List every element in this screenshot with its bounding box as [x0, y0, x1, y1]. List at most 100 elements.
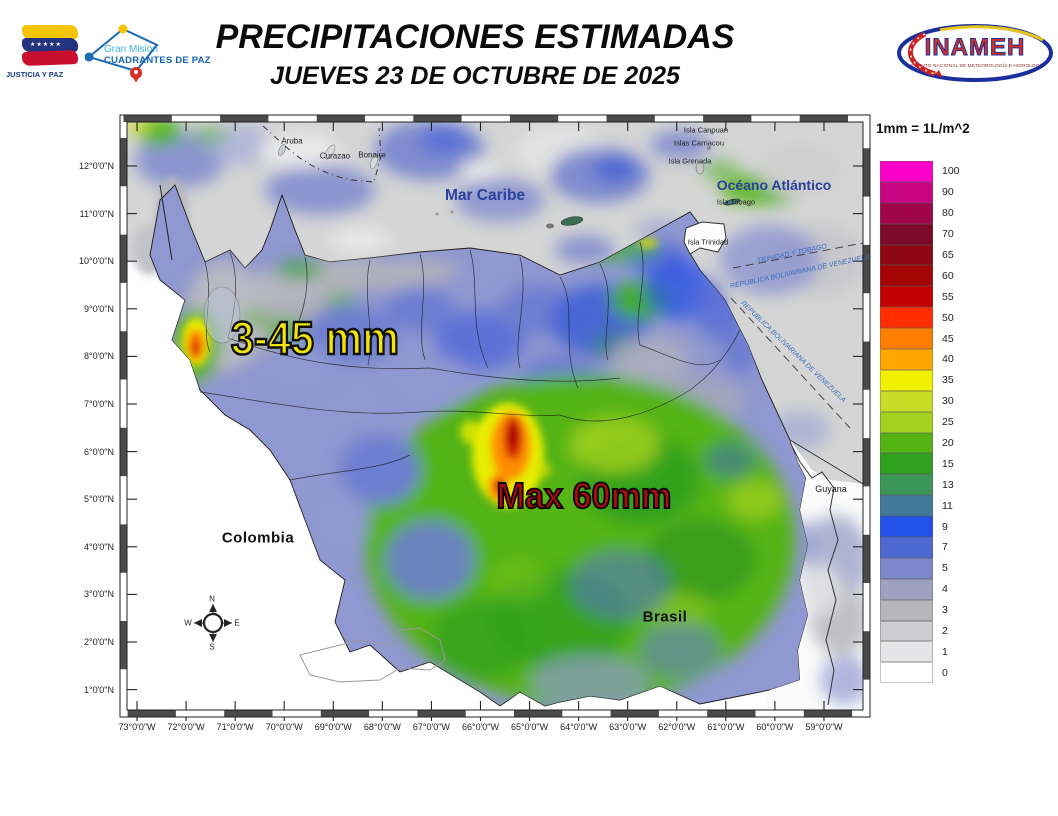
- guyana-precip-blobs: [785, 515, 863, 705]
- lake-maracaibo: [203, 286, 241, 344]
- atlantic-maritime-boundary: [730, 297, 851, 429]
- inameh-name: INAMEH: [924, 34, 1026, 62]
- legend-scale: 100 90 80 70 65 60 55 50 45 40 35 30 25 20 15 13 11 9 7 5 4 3…: [880, 161, 960, 684]
- lat-tick-label: 11°0'0"N: [79, 208, 114, 219]
- canouan-island: [710, 131, 714, 135]
- compass-w: W: [184, 618, 192, 628]
- legend-row: 50: [880, 307, 960, 329]
- legend-row: 65: [880, 244, 960, 266]
- lat-tick-label: 6°0'0"N: [83, 446, 114, 457]
- curacao-island: [324, 144, 336, 160]
- legend-row: 60: [880, 265, 960, 287]
- lat-tick-label: 7°0'0"N: [83, 399, 114, 409]
- lon-tick-label: 64°0'0"W: [560, 722, 598, 732]
- cuadrantes-diamond: [85, 24, 159, 82]
- trinidad-maritime-boundary: [732, 242, 863, 269]
- lon-tick-label: 65°0'0"W: [511, 722, 549, 732]
- legend-value: 90: [942, 186, 954, 199]
- aruba-label: Aruba: [281, 136, 303, 146]
- legend-swatch: [880, 495, 933, 517]
- legend-swatch: [880, 537, 933, 558]
- legend-row: 4: [880, 578, 960, 600]
- legend: 1mm = 1L/m^2 100 90 80 70 65 60 55 50 45 40 35 30 25…: [876, 121, 970, 684]
- legend-value: 2: [942, 625, 948, 638]
- lon-tick-label: 72°0'0"W: [167, 722, 205, 732]
- lat-tick-label: 4°0'0"N: [83, 541, 114, 552]
- page-subtitle: JUEVES 23 DE OCTUBRE DE 2025: [270, 62, 680, 90]
- legend-value: 7: [942, 541, 948, 554]
- flag-yellow-stripe: [22, 25, 78, 39]
- venezuela-flag-logo: ★★★★★: [22, 25, 78, 67]
- graticule-ticks: [127, 122, 863, 721]
- legend-swatch: [880, 286, 933, 308]
- islas-carriacou-label: Islas Carriacou: [673, 138, 725, 148]
- legend-value: 13: [942, 478, 954, 491]
- isla-canouan-label: Isla Canouan: [683, 125, 729, 135]
- legend-value: 50: [942, 311, 954, 324]
- legend-swatch: [880, 578, 933, 600]
- lat-tick-label: 9°0'0"N: [83, 303, 114, 314]
- legend-swatch: [880, 474, 933, 496]
- inameh-logo-rings: [897, 24, 1053, 82]
- legend-row: 2: [880, 620, 960, 642]
- legend-value: 25: [942, 416, 954, 429]
- legend-swatch: [880, 516, 933, 538]
- lon-tick-label: 60°0'0"W: [756, 722, 794, 732]
- land-precip-blobs: [150, 238, 795, 705]
- trinidad-island: [683, 221, 727, 255]
- inameh-subtitle: INSTITUTO NACIONAL DE METEOROLOGÍA E HID…: [905, 63, 1045, 68]
- isla-trinidad-label: Isla Trinidad: [687, 237, 729, 247]
- legend-value: 11: [942, 499, 953, 512]
- isla-tobago-label: Isla Tobago: [716, 197, 756, 207]
- lon-tick-label: 66°0'0"W: [461, 722, 499, 732]
- legend-value: 30: [942, 395, 954, 408]
- legend-swatch: [880, 641, 933, 663]
- grenada-island: [695, 161, 705, 175]
- page-title: PRECIPITACIONES ESTIMADAS: [215, 18, 735, 56]
- legend-value: 1: [942, 645, 948, 658]
- brasil-label: Brasil: [642, 608, 688, 626]
- legend-swatch: [880, 181, 933, 203]
- inameh-logo: INAMEH INSTITUTO NACIONAL DE METEOROLOGÍ…: [895, 22, 1055, 84]
- lon-tick-label: 59°0'0"W: [805, 722, 843, 732]
- legend-swatch: [880, 223, 933, 245]
- annotation-max: Max 60mm: [496, 474, 673, 517]
- legend-row: 7: [880, 537, 960, 558]
- flag-blue-stripe: [22, 38, 78, 52]
- legend-value: 40: [942, 353, 954, 366]
- legend-value: 70: [942, 228, 954, 241]
- legend-swatch: [880, 432, 933, 454]
- coche-island: [546, 223, 554, 229]
- legend-swatch: [880, 265, 933, 287]
- mission-name-line2: CUADRANTES DE PAZ: [104, 55, 211, 66]
- legend-swatch: [880, 662, 933, 684]
- legend-swatch: [880, 411, 933, 433]
- orchila-island: [450, 210, 454, 214]
- legend-row: 40: [880, 349, 960, 370]
- curazao-label: Curazao: [319, 151, 351, 161]
- legend-row: 0: [880, 662, 960, 684]
- legend-value: 0: [942, 666, 948, 679]
- legend-value: 65: [942, 249, 954, 261]
- legend-swatch: [880, 453, 933, 475]
- legend-swatch: [880, 307, 933, 329]
- lon-tick-label: 63°0'0"W: [609, 722, 647, 732]
- flag-stars: ★★★★★: [30, 42, 62, 48]
- lat-tick-label: 8°0'0"N: [83, 351, 114, 362]
- annotation-range: 3-45 mm: [230, 311, 400, 366]
- los-roques-islands: [435, 212, 439, 216]
- lat-tick-label: 12°0'0"N: [78, 161, 114, 171]
- legend-value: 60: [942, 269, 954, 282]
- legend-swatch: [880, 161, 933, 182]
- lat-axis: 12°0'0"N 11°0'0"N 10°0'0"N 9°0'0"N 8°0'0"N 7°…: [0, 0, 114, 816]
- map-frame: [119, 114, 871, 718]
- guyana-label: Guyana: [815, 484, 847, 494]
- legend-swatch: [880, 369, 933, 391]
- compass-e: E: [234, 618, 240, 628]
- legend-value: 5: [942, 562, 948, 575]
- legend-row: 100: [880, 161, 960, 182]
- compass-rose: [194, 604, 232, 642]
- legend-swatch: [880, 599, 933, 621]
